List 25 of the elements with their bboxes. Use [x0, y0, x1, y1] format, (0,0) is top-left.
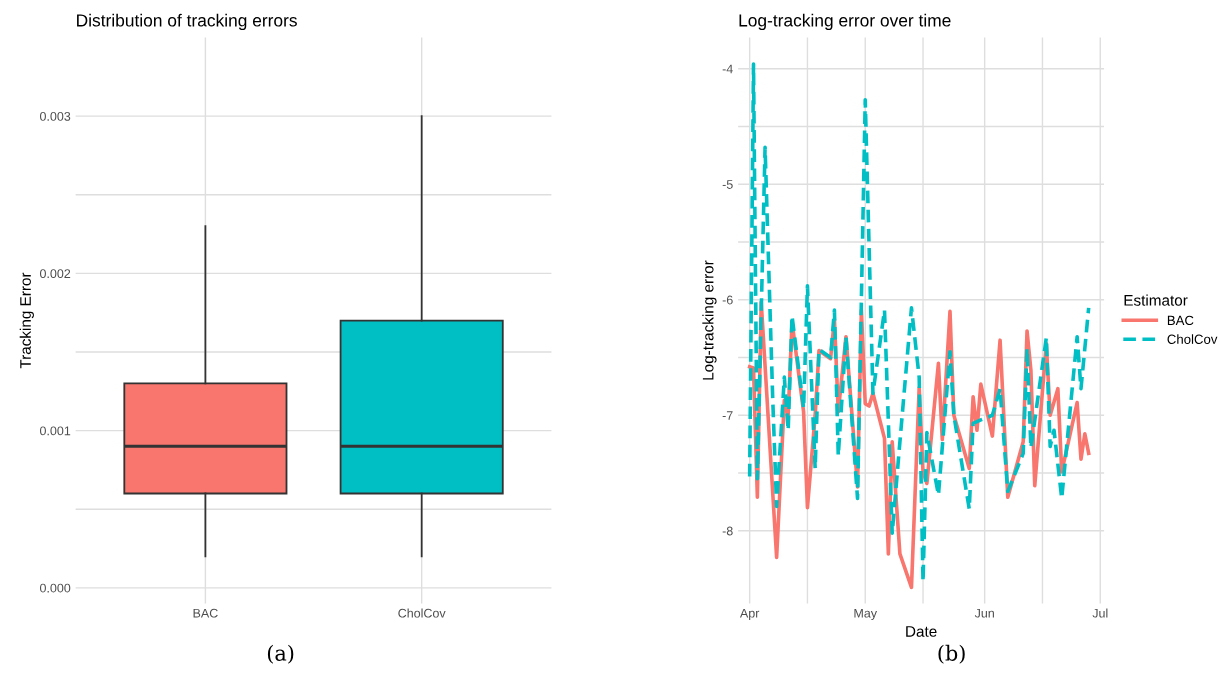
y-tick-label: -8: [722, 526, 733, 536]
chart-title: Distribution of tracking errors: [77, 13, 297, 30]
legend-label: CholCov: [1167, 334, 1218, 344]
x-tick-label: BAC: [193, 608, 218, 618]
y-tick-label: -5: [722, 180, 733, 189]
y-tick-label: 0.001: [39, 426, 71, 436]
y-tick-label: -7: [722, 411, 733, 420]
y-axis-title: Tracking Error: [19, 272, 34, 369]
legend-title: Estimator: [1124, 294, 1188, 306]
y-tick-label: -6: [722, 295, 733, 305]
legend-label: BAC: [1167, 315, 1194, 326]
y-tick-label: 0.003: [39, 111, 71, 121]
x-tick-label: Jun: [974, 608, 994, 618]
y-tick-label: 0.000: [39, 583, 71, 593]
y-tick-label: -4: [722, 64, 733, 74]
y-tick-label: 0.002: [39, 269, 71, 279]
chart-title: Log-tracking error over time: [739, 13, 951, 30]
y-axis-title: Log-tracking error: [702, 260, 717, 380]
x-axis-title: Date: [906, 626, 937, 637]
x-tick-label: Apr: [739, 608, 760, 621]
x-tick-label: Jul: [1092, 608, 1108, 618]
text: (b): [938, 644, 965, 664]
text: (a): [267, 644, 294, 664]
x-tick-label: May: [854, 608, 878, 621]
x-tick-label: CholCov: [398, 608, 446, 618]
